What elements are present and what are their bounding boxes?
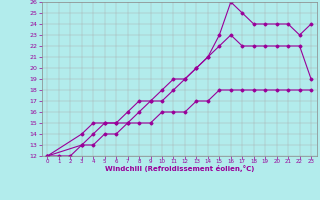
- X-axis label: Windchill (Refroidissement éolien,°C): Windchill (Refroidissement éolien,°C): [105, 165, 254, 172]
